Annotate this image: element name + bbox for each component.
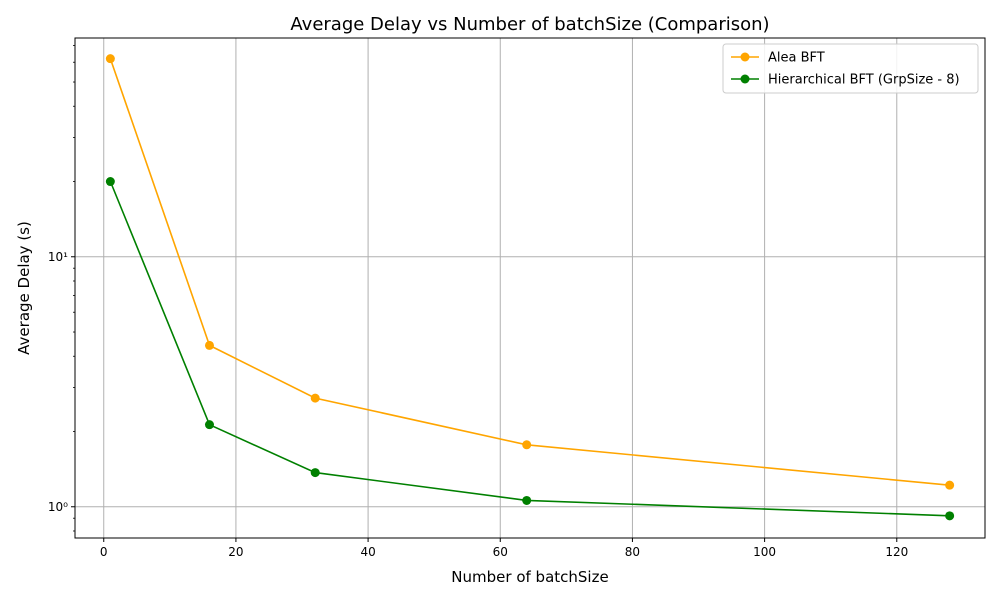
x-axis-title: Number of batchSize [451, 568, 608, 586]
data-point [522, 495, 532, 505]
data-point [310, 393, 320, 403]
grid-lines [75, 38, 985, 538]
legend-marker [740, 74, 750, 84]
x-tick-label: 100 [753, 545, 776, 559]
y-axis-ticks: 10⁰ 10¹ [48, 45, 75, 532]
legend-marker [740, 52, 750, 62]
data-series [105, 54, 955, 521]
data-point [522, 440, 532, 450]
x-tick-label: 40 [360, 545, 375, 559]
y-tick-label: 10¹ [48, 250, 68, 264]
data-point [945, 511, 955, 521]
legend-box [722, 43, 979, 94]
x-tick-label: 120 [885, 545, 908, 559]
chart-title: Average Delay vs Number of batchSize (Co… [290, 14, 769, 35]
legend-label: Hierarchical BFT (GrpSize - 8) [768, 73, 960, 88]
x-tick-label: 60 [493, 545, 508, 559]
x-axis-ticks: 0 20 40 60 80 100 120 [100, 538, 908, 559]
x-tick-label: 20 [228, 545, 243, 559]
y-axis-title: Average Delay (s) [15, 221, 33, 355]
legend: Alea BFT Hierarchical BFT (GrpSize - 8) [722, 43, 979, 94]
data-point [310, 468, 320, 478]
x-tick-label: 80 [625, 545, 640, 559]
data-point [204, 420, 214, 430]
data-point [105, 177, 115, 187]
x-tick-label: 0 [100, 545, 108, 559]
data-point [945, 480, 955, 490]
legend-label: Alea BFT [768, 51, 825, 66]
y-tick-label: 10⁰ [48, 500, 68, 514]
plot-frame [74, 37, 986, 539]
data-point [204, 340, 214, 350]
data-point [105, 54, 115, 64]
